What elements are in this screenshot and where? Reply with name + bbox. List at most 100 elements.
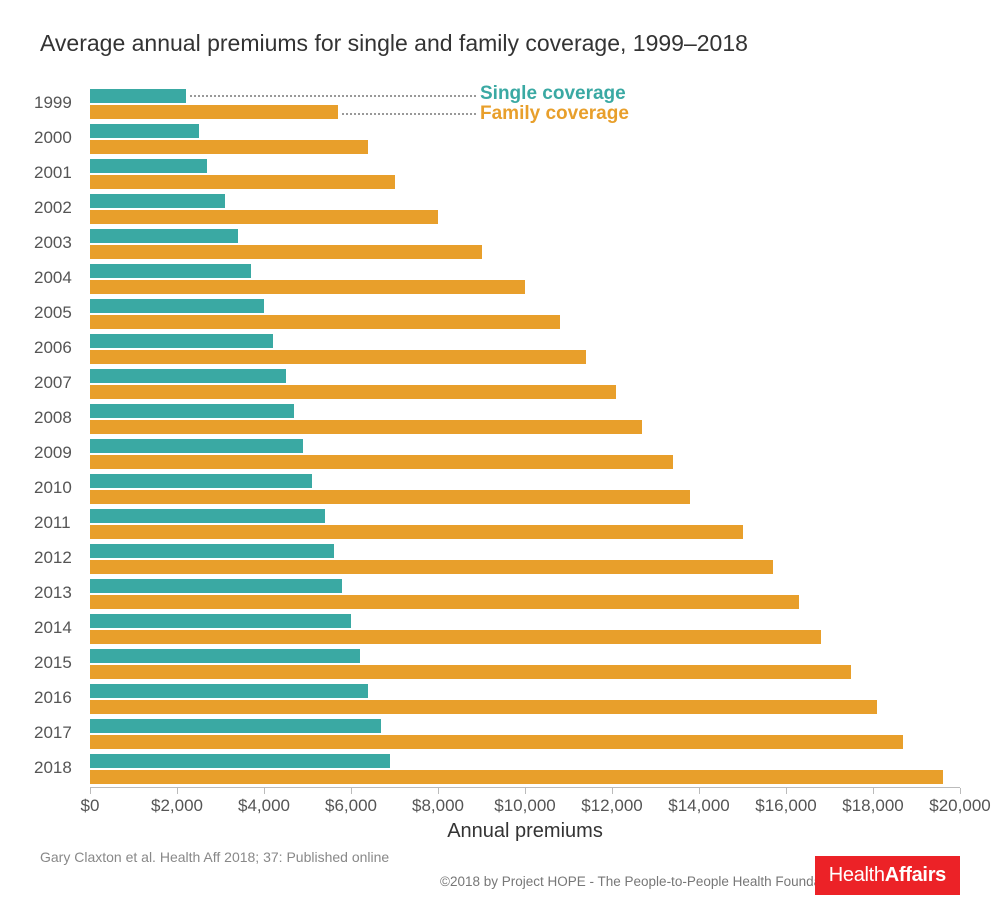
x-axis-tick-label: $10,000 (494, 796, 555, 816)
chart-row: 2010 (90, 472, 960, 507)
page: Average annual premiums for single and f… (0, 0, 1000, 915)
footer-logo-prefix: Health (829, 864, 885, 886)
y-axis-label: 2006 (34, 338, 90, 358)
bar-single (90, 369, 286, 383)
chart-row: 2018 (90, 752, 960, 787)
x-axis-tick-label: $4,000 (238, 796, 290, 816)
bar-family (90, 490, 690, 504)
bar-single (90, 474, 312, 488)
bar-single (90, 509, 325, 523)
bar-family (90, 315, 560, 329)
bar-family (90, 280, 525, 294)
chart-title: Average annual premiums for single and f… (40, 30, 960, 57)
chart-row: 2011 (90, 507, 960, 542)
y-axis-label: 2002 (34, 198, 90, 218)
bar-family (90, 665, 851, 679)
bar-single (90, 754, 390, 768)
bar-single (90, 334, 273, 348)
y-axis-label: 2007 (34, 373, 90, 393)
x-axis-tick-label: $6,000 (325, 796, 377, 816)
y-axis-label: 2001 (34, 163, 90, 183)
bar-family (90, 210, 438, 224)
x-axis-tick (873, 788, 874, 794)
bar-single (90, 299, 264, 313)
chart-row: 2003 (90, 227, 960, 262)
bar-family (90, 770, 943, 784)
x-axis-tick-label: $12,000 (581, 796, 642, 816)
footer-logo-suffix: Affairs (885, 864, 946, 886)
y-axis-label: 2004 (34, 268, 90, 288)
y-axis-label: 2016 (34, 688, 90, 708)
chart-row: 2001 (90, 157, 960, 192)
bar-family (90, 105, 338, 119)
chart-footer: Gary Claxton et al. Health Aff 2018; 37:… (40, 849, 960, 895)
bar-single (90, 579, 342, 593)
bar-single (90, 159, 207, 173)
bar-family (90, 700, 877, 714)
x-axis-tick (351, 788, 352, 794)
x-axis-tick-label: $0 (81, 796, 100, 816)
x-axis-tick (786, 788, 787, 794)
y-axis-label: 2013 (34, 583, 90, 603)
bar-single (90, 124, 199, 138)
x-axis-tick-label: $14,000 (668, 796, 729, 816)
x-axis-tick-label: $16,000 (755, 796, 816, 816)
bar-family (90, 175, 395, 189)
x-axis-title: Annual premiums (447, 820, 603, 843)
y-axis-label: 2000 (34, 128, 90, 148)
y-axis-label: 2012 (34, 548, 90, 568)
x-axis-tick-label: $20,000 (929, 796, 990, 816)
chart-plot: Single coverage Family coverage 19992000… (90, 87, 960, 787)
x-axis-tick (177, 788, 178, 794)
x-axis-tick (960, 788, 961, 794)
bar-family (90, 455, 673, 469)
bar-single (90, 439, 303, 453)
x-axis-tick (525, 788, 526, 794)
bar-family (90, 525, 743, 539)
chart-row: 2012 (90, 542, 960, 577)
x-axis-tick (264, 788, 265, 794)
y-axis-label: 2005 (34, 303, 90, 323)
bar-family (90, 560, 773, 574)
x-axis-tick (438, 788, 439, 794)
bar-single (90, 719, 381, 733)
y-axis-label: 2010 (34, 478, 90, 498)
chart-row: 2008 (90, 402, 960, 437)
x-axis-tick-label: $2,000 (151, 796, 203, 816)
y-axis-label: 2011 (34, 513, 90, 533)
chart-area: Single coverage Family coverage 19992000… (40, 87, 960, 827)
bar-single (90, 544, 334, 558)
chart-row: 2009 (90, 437, 960, 472)
chart-row: 2006 (90, 332, 960, 367)
y-axis-label: 2009 (34, 443, 90, 463)
x-axis-tick (612, 788, 613, 794)
bar-family (90, 140, 368, 154)
footer-copyright: ©2018 by Project HOPE - The People-to-Pe… (440, 874, 872, 889)
chart-row: 2002 (90, 192, 960, 227)
y-axis-label: 2018 (34, 758, 90, 778)
chart-row: 2007 (90, 367, 960, 402)
bar-family (90, 350, 586, 364)
chart-row: 2015 (90, 647, 960, 682)
chart-row: 1999 (90, 87, 960, 122)
y-axis-label: 2014 (34, 618, 90, 638)
bar-single (90, 649, 360, 663)
chart-row: 2005 (90, 297, 960, 332)
x-axis-tick (699, 788, 700, 794)
bar-family (90, 595, 799, 609)
chart-row: 2017 (90, 717, 960, 752)
bar-single (90, 194, 225, 208)
bar-family (90, 630, 821, 644)
y-axis-label: 2015 (34, 653, 90, 673)
bar-single (90, 229, 238, 243)
bar-family (90, 385, 616, 399)
bar-single (90, 684, 368, 698)
bar-family (90, 420, 642, 434)
chart-row: 2000 (90, 122, 960, 157)
y-axis-label: 2017 (34, 723, 90, 743)
x-axis-tick-label: $18,000 (842, 796, 903, 816)
bar-single (90, 264, 251, 278)
chart-row: 2016 (90, 682, 960, 717)
chart-row: 2004 (90, 262, 960, 297)
x-axis: Annual premiums $0$2,000$4,000$6,000$8,0… (90, 787, 960, 828)
